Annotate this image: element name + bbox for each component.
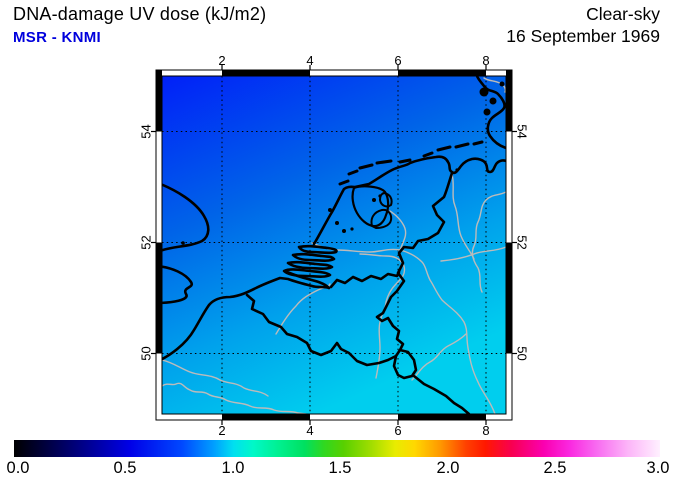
lon-tick-label-bottom: 8	[482, 423, 490, 438]
graticule	[162, 76, 506, 414]
colorbar-tick-label: 1.5	[328, 459, 352, 477]
colorbar-tick-label: 1.0	[221, 459, 245, 477]
date-label: 16 September 1969	[506, 26, 660, 46]
lon-tick-label-top: 6	[394, 53, 402, 68]
lat-tick-label-right: 50	[514, 346, 530, 361]
lon-tick-label-bottom: 6	[394, 423, 402, 438]
lat-tick-label-left: 50	[138, 346, 154, 361]
data-source-label: MSR - KNMI	[13, 29, 101, 46]
lon-tick-label-top: 2	[218, 53, 226, 68]
lat-tick-label-left: 52	[138, 235, 154, 250]
lon-tick-label-top: 4	[306, 53, 314, 68]
uv-field	[162, 76, 506, 414]
lon-tick-label-bottom: 2	[218, 423, 226, 438]
lon-tick-label-bottom: 4	[306, 423, 314, 438]
coastlines	[162, 76, 506, 361]
colorbar-tick-label: 0.5	[113, 459, 137, 477]
lat-tick-label-left: 54	[138, 124, 154, 139]
lake-dots	[181, 81, 505, 245]
colorbar-gradient	[14, 440, 660, 457]
page-title: DNA-damage UV dose (kJ/m2)	[13, 4, 267, 24]
colorbar-tick-label: 2.0	[436, 459, 460, 477]
lon-tick-label-top: 8	[482, 53, 490, 68]
lat-tick-label-right: 54	[514, 124, 530, 139]
colorbar-tick-label: 2.5	[543, 459, 567, 477]
sky-condition-label: Clear-sky	[586, 4, 660, 24]
colorbar-tick-label: 3.0	[646, 459, 670, 477]
lat-tick-label-right: 52	[514, 235, 530, 250]
country-borders	[245, 171, 471, 414]
map-frame	[151, 65, 517, 425]
colorbar-tick-label: 0.0	[6, 459, 30, 477]
